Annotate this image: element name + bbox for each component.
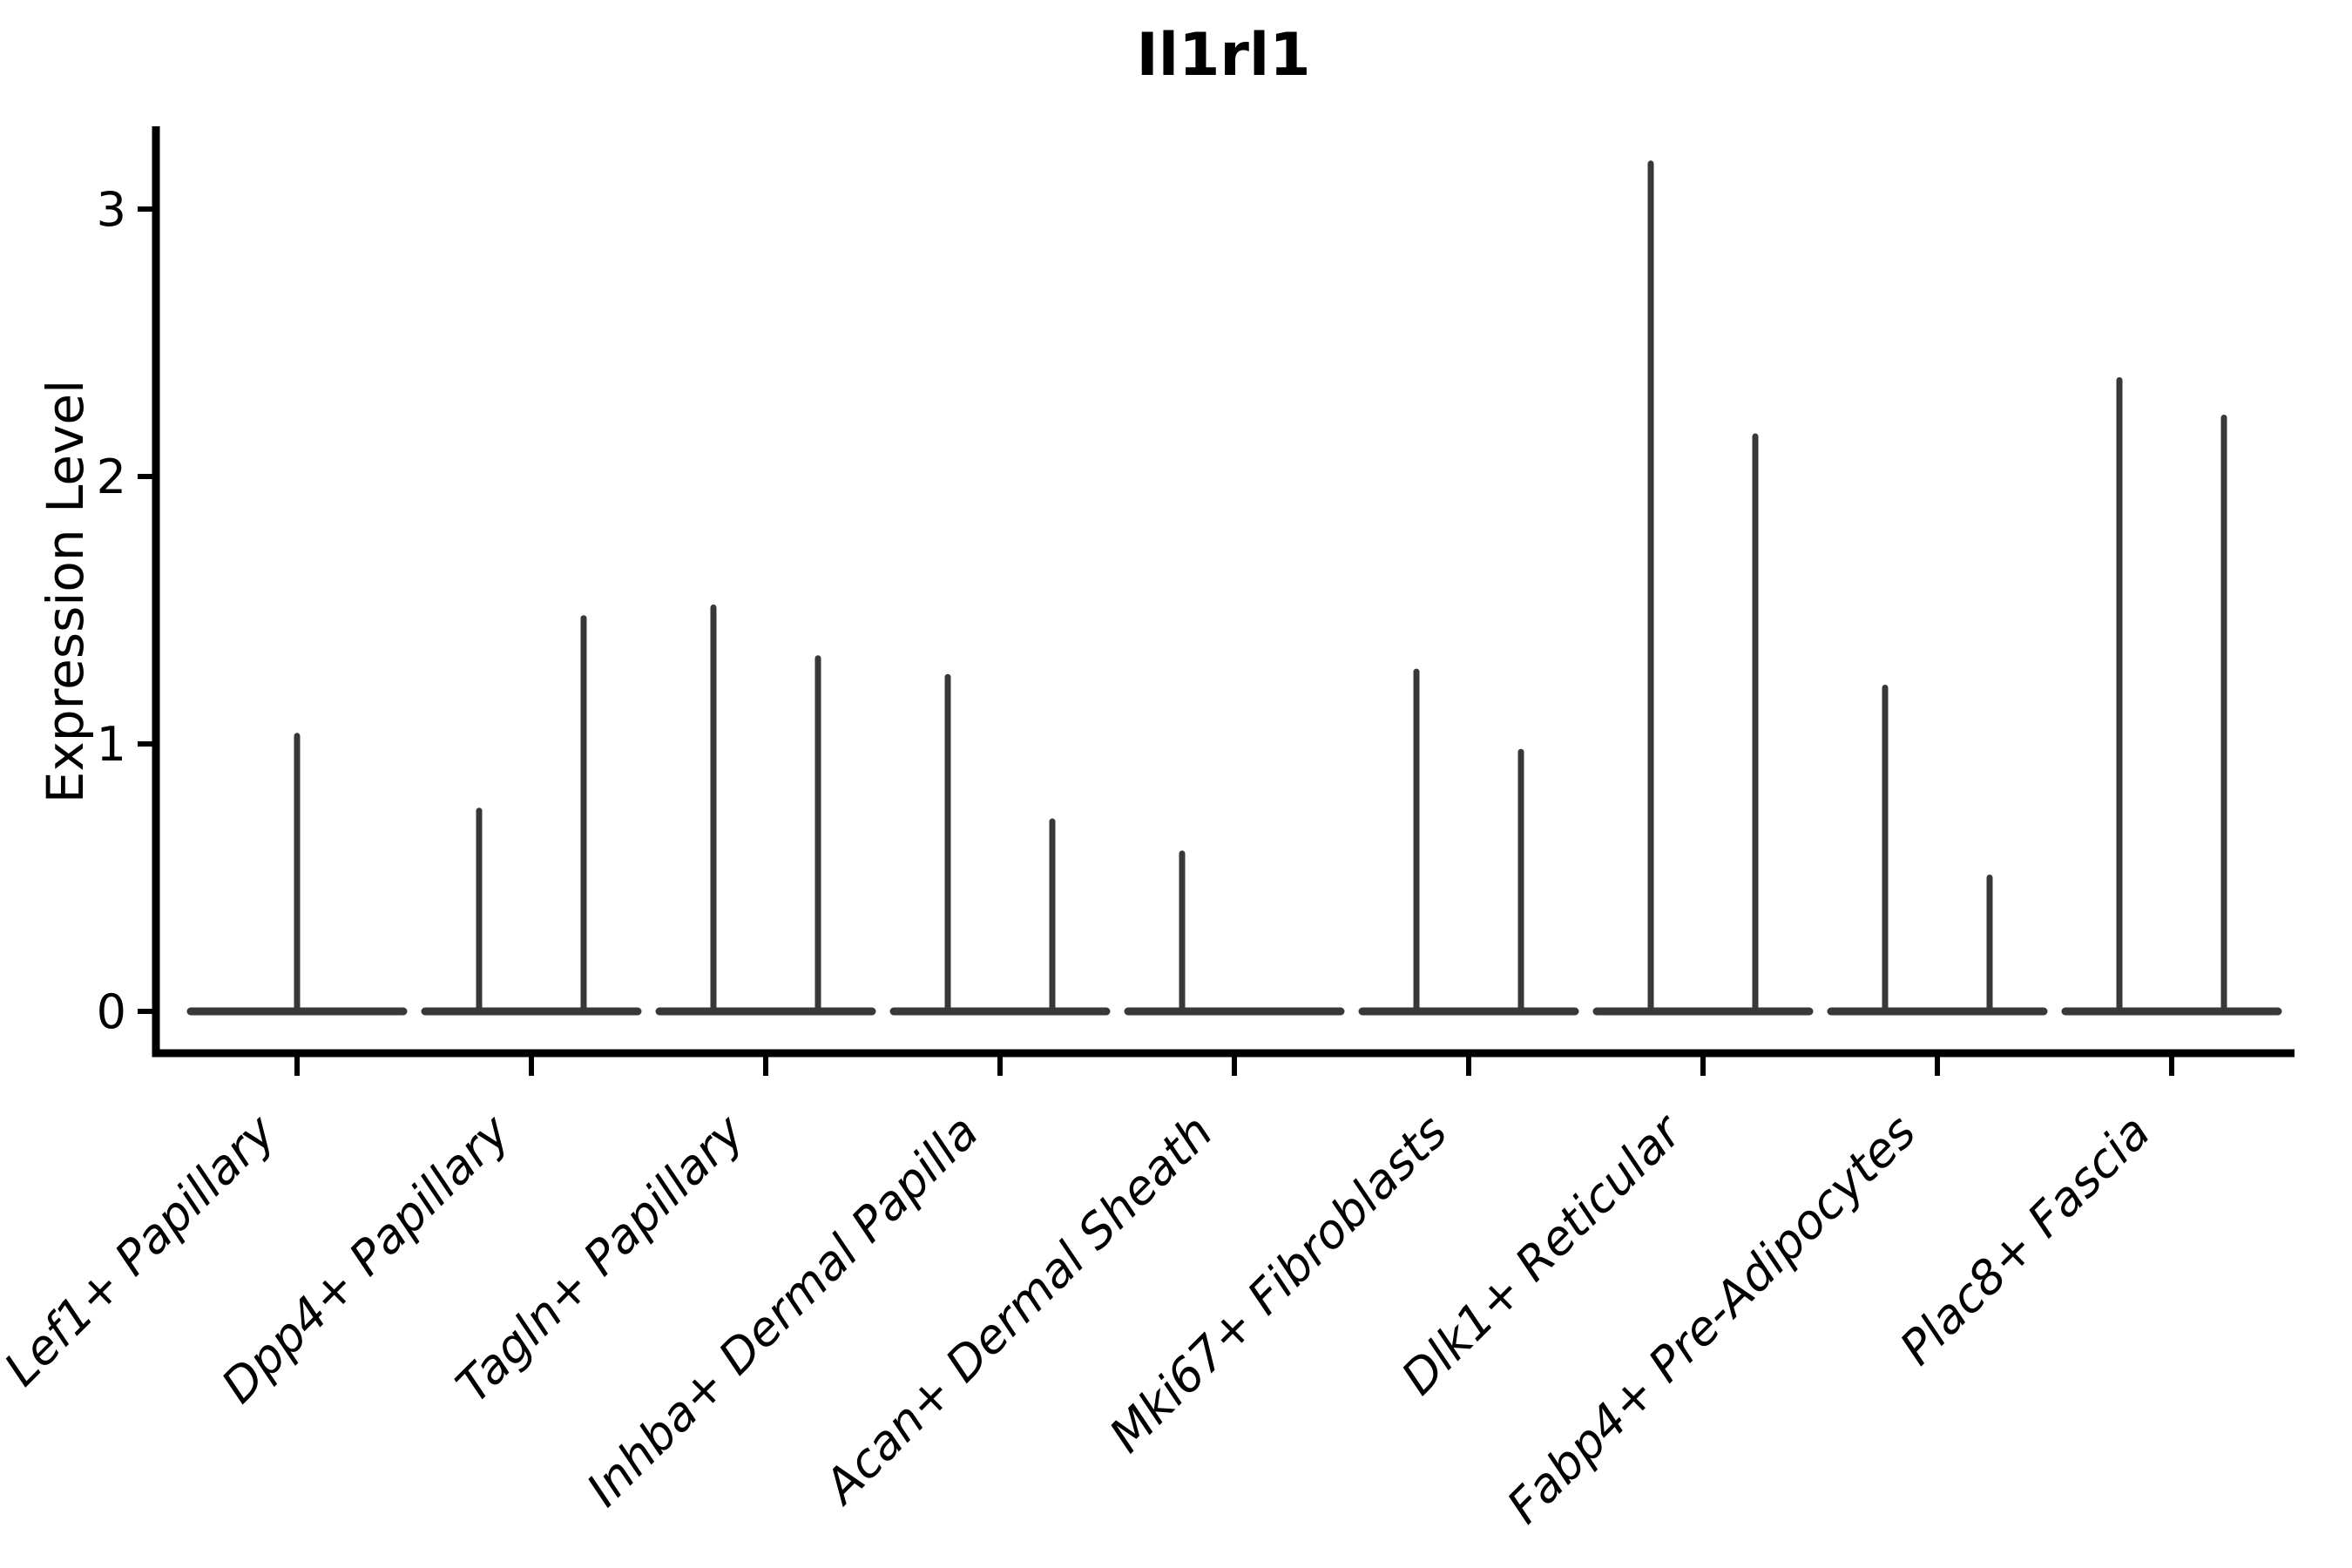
chart-title: Il1rl1: [1136, 21, 1311, 90]
x-tick-label: Plac8+ Fascia: [1889, 1105, 2160, 1375]
x-tick-label: Inhba+ Dermal Papilla: [576, 1105, 989, 1517]
y-axis-label: Expression Level: [36, 379, 95, 804]
x-tick-label: Fabp4+ Pre-Adipocytes: [1497, 1105, 1926, 1534]
y-tick-label: 0: [97, 984, 126, 1039]
y-tick-label: 3: [97, 182, 126, 237]
x-tick-label: Acan+ Dermal Sheath: [812, 1105, 1223, 1516]
y-tick-label: 1: [97, 717, 126, 772]
y-tick-label: 2: [97, 449, 126, 504]
